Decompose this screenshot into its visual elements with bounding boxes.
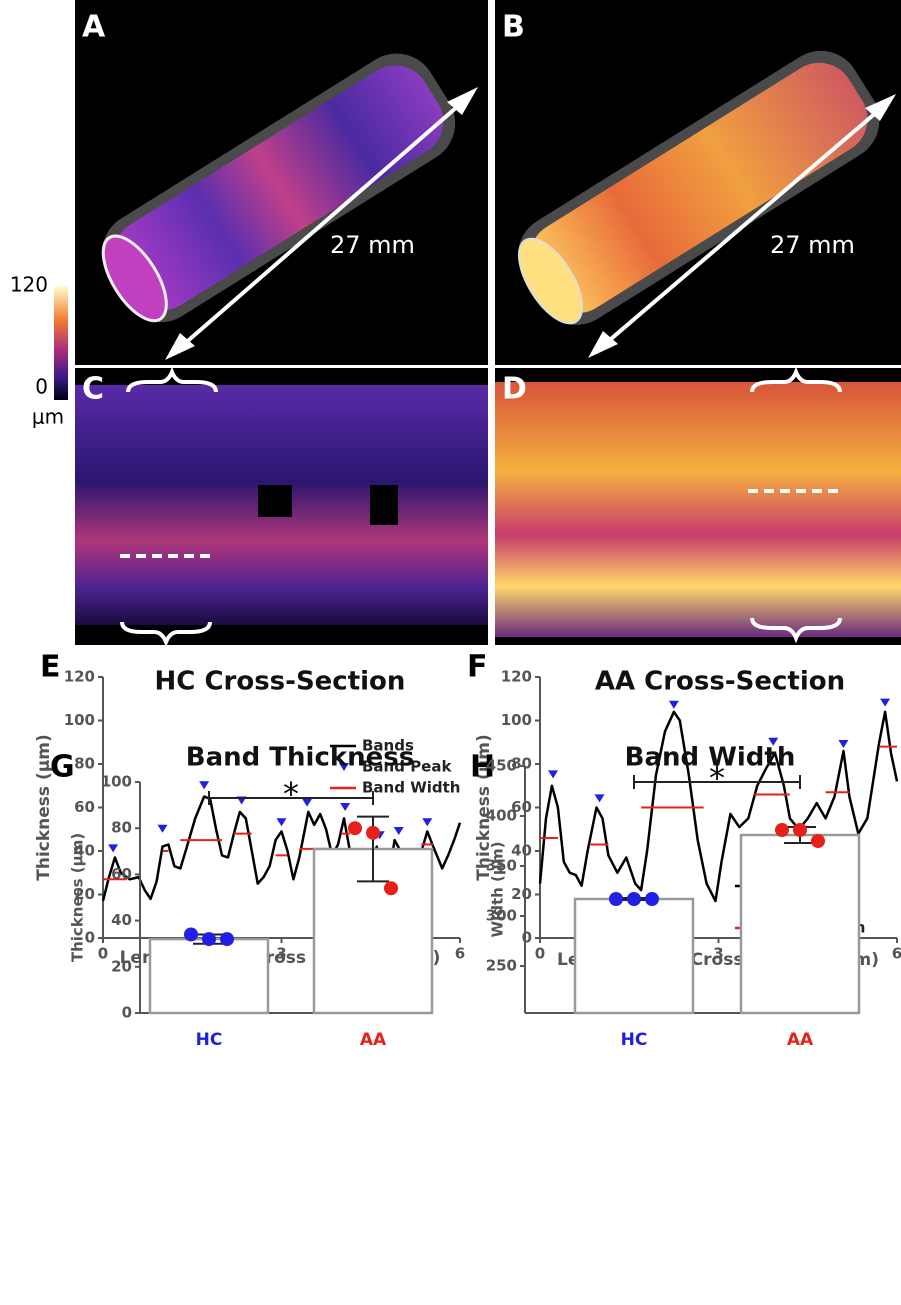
dark-spot	[370, 485, 398, 525]
panel-label: A	[82, 10, 106, 45]
y-tick-label: 100	[101, 773, 132, 791]
panel-label: E	[40, 650, 61, 685]
y-tick-label: 20	[511, 885, 532, 903]
band-peak	[158, 825, 168, 833]
y-tick-label: 450	[486, 757, 517, 775]
y-tick-label: 100	[501, 711, 532, 729]
y-tick-label: 0	[122, 1004, 132, 1022]
band-peak	[669, 701, 679, 709]
x-tick-label: HC	[621, 1030, 648, 1050]
data-point	[609, 892, 623, 906]
band-peak	[340, 803, 350, 811]
x-tick-label: 6	[892, 945, 901, 963]
band-peak	[108, 844, 118, 852]
dark-spot	[258, 485, 292, 517]
y-tick-label: 40	[111, 911, 132, 929]
chart-title: HC Cross-Section	[155, 667, 406, 697]
y-tick-label: 20	[111, 957, 132, 975]
significance-mark: *	[283, 775, 299, 813]
data-point	[202, 932, 216, 946]
bar	[575, 899, 693, 1013]
x-tick-label: HC	[196, 1030, 223, 1050]
panel-label: D	[502, 372, 527, 407]
band-peak	[595, 794, 605, 802]
y-tick-label: 100	[64, 711, 95, 729]
y-tick-label: 300	[486, 907, 517, 925]
band-peak	[548, 770, 558, 778]
data-point	[366, 826, 380, 840]
data-point	[627, 892, 641, 906]
scale-annotation: 27 mm	[770, 231, 855, 259]
data-point	[348, 821, 362, 835]
x-tick-label: 6	[455, 945, 465, 963]
y-tick-label: 60	[111, 865, 132, 883]
figure: A B C D 27 mm 27 mm μm 0120EHC Cross-Sec…	[0, 0, 901, 1305]
colorbar-unit: μm	[32, 405, 64, 429]
legend-label: Band Width	[362, 779, 460, 797]
band-peak	[880, 699, 890, 707]
y-tick-label: 120	[64, 668, 95, 686]
data-point	[645, 892, 659, 906]
y-tick-label: 0	[522, 929, 532, 947]
bar	[741, 835, 859, 1013]
significance-mark: *	[709, 759, 725, 797]
data-point	[811, 834, 825, 848]
panel-label: G	[50, 750, 75, 785]
y-tick-label: 400	[486, 807, 517, 825]
band-peak	[394, 827, 404, 835]
data-point	[220, 932, 234, 946]
y-tick-label: 120	[501, 668, 532, 686]
y-tick-label: 80	[111, 819, 132, 837]
data-point	[775, 823, 789, 837]
band-peak	[838, 740, 848, 748]
x-tick-label: AA	[787, 1030, 814, 1050]
y-tick-label: 60	[74, 798, 95, 816]
data-point	[384, 881, 398, 895]
scale-annotation: 27 mm	[330, 231, 415, 259]
x-tick-label: 0	[98, 945, 108, 963]
x-tick-label: 3	[276, 945, 286, 963]
colorbar-tick: 0	[35, 375, 48, 399]
bar	[150, 939, 268, 1013]
colorbar-tick: 120	[10, 273, 48, 297]
data-point	[184, 927, 198, 941]
y-axis-label: Thickness (μm)	[69, 833, 87, 962]
y-tick-label: 350	[486, 857, 517, 875]
x-tick-label: 3	[713, 945, 723, 963]
y-tick-label: 80	[74, 755, 95, 773]
unrolled-map	[495, 382, 901, 637]
colorbar	[54, 286, 68, 400]
panel-label: C	[82, 372, 104, 407]
band-peak	[277, 818, 287, 826]
data-point	[793, 823, 807, 837]
panel-label: F	[467, 650, 488, 685]
y-tick-label: 250	[486, 957, 517, 975]
chart-title: AA Cross-Section	[595, 667, 845, 697]
x-tick-label: 0	[535, 945, 545, 963]
x-tick-label: AA	[360, 1030, 387, 1050]
panel-label: B	[502, 10, 525, 45]
band-peak	[199, 781, 209, 789]
band-peak	[302, 799, 312, 807]
band-peak	[422, 818, 432, 826]
chart-title: Band Thickness	[186, 743, 415, 773]
